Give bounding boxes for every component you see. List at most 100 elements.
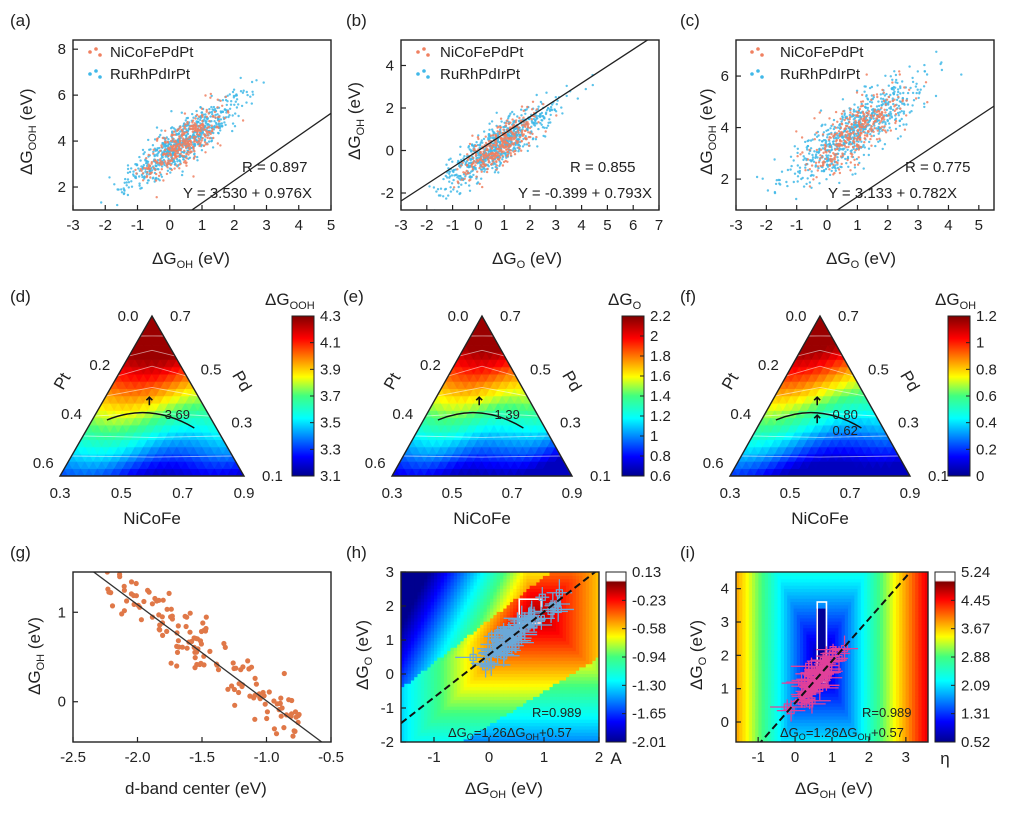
data-point [524, 112, 527, 116]
data-point [128, 579, 135, 585]
data-point [149, 601, 155, 607]
x-tick-label-b: 6 [629, 217, 637, 234]
data-point [145, 174, 149, 178]
data-point [804, 166, 807, 169]
data-point [200, 111, 204, 114]
data-point [894, 81, 897, 84]
data-point [292, 709, 299, 715]
data-point [470, 175, 473, 179]
data-point [556, 99, 559, 102]
data-point [485, 154, 488, 157]
data-point [229, 103, 233, 106]
data-point [219, 129, 222, 132]
data-point [838, 138, 842, 142]
data-point [802, 155, 805, 158]
data-point [459, 145, 462, 148]
data-point [908, 88, 911, 92]
data-point [488, 122, 491, 125]
data-point [237, 114, 240, 118]
fit-line-c [836, 105, 994, 210]
data-point [219, 110, 222, 113]
data-point [497, 158, 500, 161]
data-point [124, 177, 127, 181]
r-value-b: R = 0.855 [570, 159, 635, 176]
ternary-tick-label-left: 0.2 [758, 357, 779, 374]
data-point [197, 125, 200, 128]
data-point [838, 181, 841, 185]
data-point [770, 211, 772, 213]
contour-line [774, 387, 866, 397]
data-point [253, 681, 259, 687]
data-point [887, 84, 890, 87]
data-point [194, 124, 197, 128]
data-point [486, 148, 489, 151]
data-point [517, 150, 520, 153]
data-point [515, 119, 518, 122]
data-point [858, 120, 861, 123]
data-point [896, 137, 900, 140]
data-point [125, 184, 128, 187]
data-point [842, 110, 845, 113]
data-point [808, 168, 811, 171]
data-point [889, 105, 892, 109]
x-tick-label-b: 2 [526, 217, 534, 234]
data-point [487, 161, 490, 164]
data-point [187, 153, 190, 156]
data-point [481, 153, 484, 156]
data-point [813, 133, 817, 136]
data-point [811, 138, 814, 141]
data-point [545, 126, 548, 130]
data-point [201, 126, 205, 129]
data-point [875, 138, 879, 141]
data-point [883, 118, 886, 121]
x-axis-label-c: ΔGO (eV) [826, 249, 896, 271]
data-point [814, 153, 818, 156]
data-point [273, 731, 280, 737]
data-point [903, 86, 906, 89]
data-point [197, 137, 200, 140]
data-point [826, 136, 829, 139]
plot-frame-c [735, 39, 995, 211]
data-point [875, 117, 878, 120]
colorbar-tick-label: 3.9 [320, 361, 341, 378]
data-point [507, 148, 511, 151]
data-point [926, 101, 929, 104]
data-point [138, 155, 141, 159]
data-point [201, 119, 204, 123]
data-point [805, 182, 808, 186]
data-point [846, 156, 850, 160]
data-point [419, 211, 421, 213]
data-point [182, 158, 185, 161]
data-point [144, 170, 147, 173]
data-point [861, 111, 865, 114]
data-point [205, 130, 209, 133]
data-point [798, 166, 802, 169]
data-point [823, 147, 827, 151]
data-point [446, 176, 449, 179]
data-point [832, 152, 835, 155]
data-point [856, 110, 859, 114]
panel-d: (d) 0.00.20.40.60.70.50.30.10.3 0.5 0.7 0.9… [10, 287, 341, 528]
data-point [160, 129, 163, 132]
ternary-tick-label-right: 0.5 [530, 361, 551, 378]
data-point [852, 118, 855, 121]
data-point [154, 168, 157, 172]
data-point [148, 169, 151, 173]
data-point [827, 154, 830, 157]
y-tick-label-b: 4 [386, 58, 394, 75]
data-point [159, 149, 162, 152]
colorbar-tick-label: 0.8 [650, 448, 671, 465]
colorbar-f: 1.210.80.60.40.20 [947, 308, 997, 485]
data-point [164, 153, 167, 156]
data-point [171, 137, 174, 140]
data-point [149, 614, 155, 620]
data-point [165, 162, 168, 165]
data-point [821, 133, 825, 136]
data-point [801, 151, 804, 154]
data-point [152, 152, 155, 155]
data-point [472, 165, 476, 169]
x-tick-label-b: 0 [474, 217, 482, 234]
x-axis-label-a: ΔGOH (eV) [152, 249, 230, 271]
ternary-tick-label-bottom: 0.9 [234, 485, 255, 502]
data-point [219, 144, 222, 147]
